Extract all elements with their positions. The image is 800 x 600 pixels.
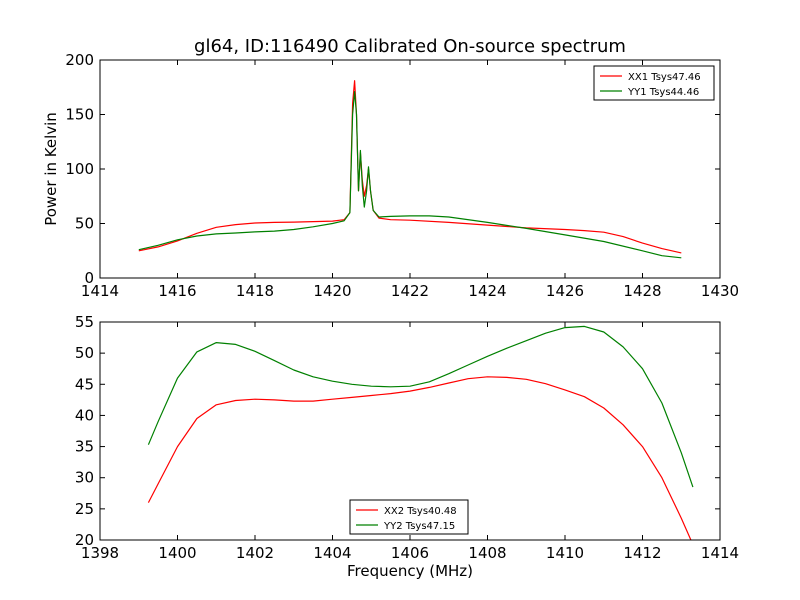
legend-entry-label: XX2 Tsys40.48: [384, 506, 457, 517]
y-tick-label: 20: [75, 531, 94, 549]
x-tick-label: 1400: [158, 544, 196, 562]
y-tick-label: 200: [65, 51, 94, 69]
x-tick-label: 1412: [623, 544, 661, 562]
y-tick-label: 0: [84, 269, 94, 287]
legend-box: [349, 499, 469, 535]
series-line-2-plot-1: [138, 91, 682, 259]
legend-entry-label: YY1 Tsys44.46: [627, 87, 699, 98]
legend-box: [593, 65, 715, 101]
y-tick-label: 30: [75, 469, 94, 487]
x-tick-label: 1420: [313, 282, 351, 300]
x-tick-label: 1402: [236, 544, 274, 562]
legend-plot-1: XX1 Tsys47.46 YY1 Tsys44.46: [593, 65, 715, 101]
x-tick-label: 1408: [468, 544, 506, 562]
x-tick-label: 1426: [546, 282, 584, 300]
series-line-1-plot-1: [138, 80, 682, 254]
x-tick-label: 1424: [468, 282, 506, 300]
series-line-1-plot-2: [147, 376, 692, 541]
y-tick-label: 50: [75, 344, 94, 362]
y-tick-label: 100: [65, 160, 94, 178]
x-tick-label: 1414: [701, 544, 739, 562]
legend-plot-2: XX2 Tsys40.48 YY2 Tsys47.15: [349, 499, 469, 535]
y-tick-label: 55: [75, 313, 94, 331]
y-tick-label: 35: [75, 438, 94, 456]
y-tick-label: 40: [75, 406, 94, 424]
x-axis-label-bottom: Frequency (MHz): [347, 562, 473, 580]
x-tick-label: 1416: [158, 282, 196, 300]
x-tick-label: 1428: [623, 282, 661, 300]
y-tick-label: 25: [75, 500, 94, 518]
series-line-2-plot-2: [147, 325, 694, 488]
x-tick-label: 1406: [391, 544, 429, 562]
y-axis-label-top: Power in Kelvin: [42, 112, 60, 226]
legend-entry-label: XX1 Tsys47.46: [628, 72, 701, 83]
x-tick-label: 1414: [81, 282, 119, 300]
bottom-plot: 1398 1400 1402 1404 1406 1408 1410 1412 1414 20 25…: [75, 313, 739, 562]
x-tick-label: 1418: [236, 282, 274, 300]
x-tick-label: 1404: [313, 544, 351, 562]
top-plot: 1414 1416 1418 1420 1422 1424 1426 1428 1430 0 50 1…: [65, 51, 739, 300]
x-tick-label: 1430: [701, 282, 739, 300]
y-tick-label: 150: [65, 106, 94, 124]
chart-title: gl64, ID:116490 Calibrated On-source spe…: [194, 36, 626, 57]
y-tick-label: 45: [75, 375, 94, 393]
x-tick-label: 1422: [391, 282, 429, 300]
x-tick-label: 1410: [546, 544, 584, 562]
legend-entry-label: YY2 Tsys47.15: [383, 521, 455, 532]
y-tick-label: 50: [75, 215, 94, 233]
x-tick-label: 1398: [81, 544, 119, 562]
